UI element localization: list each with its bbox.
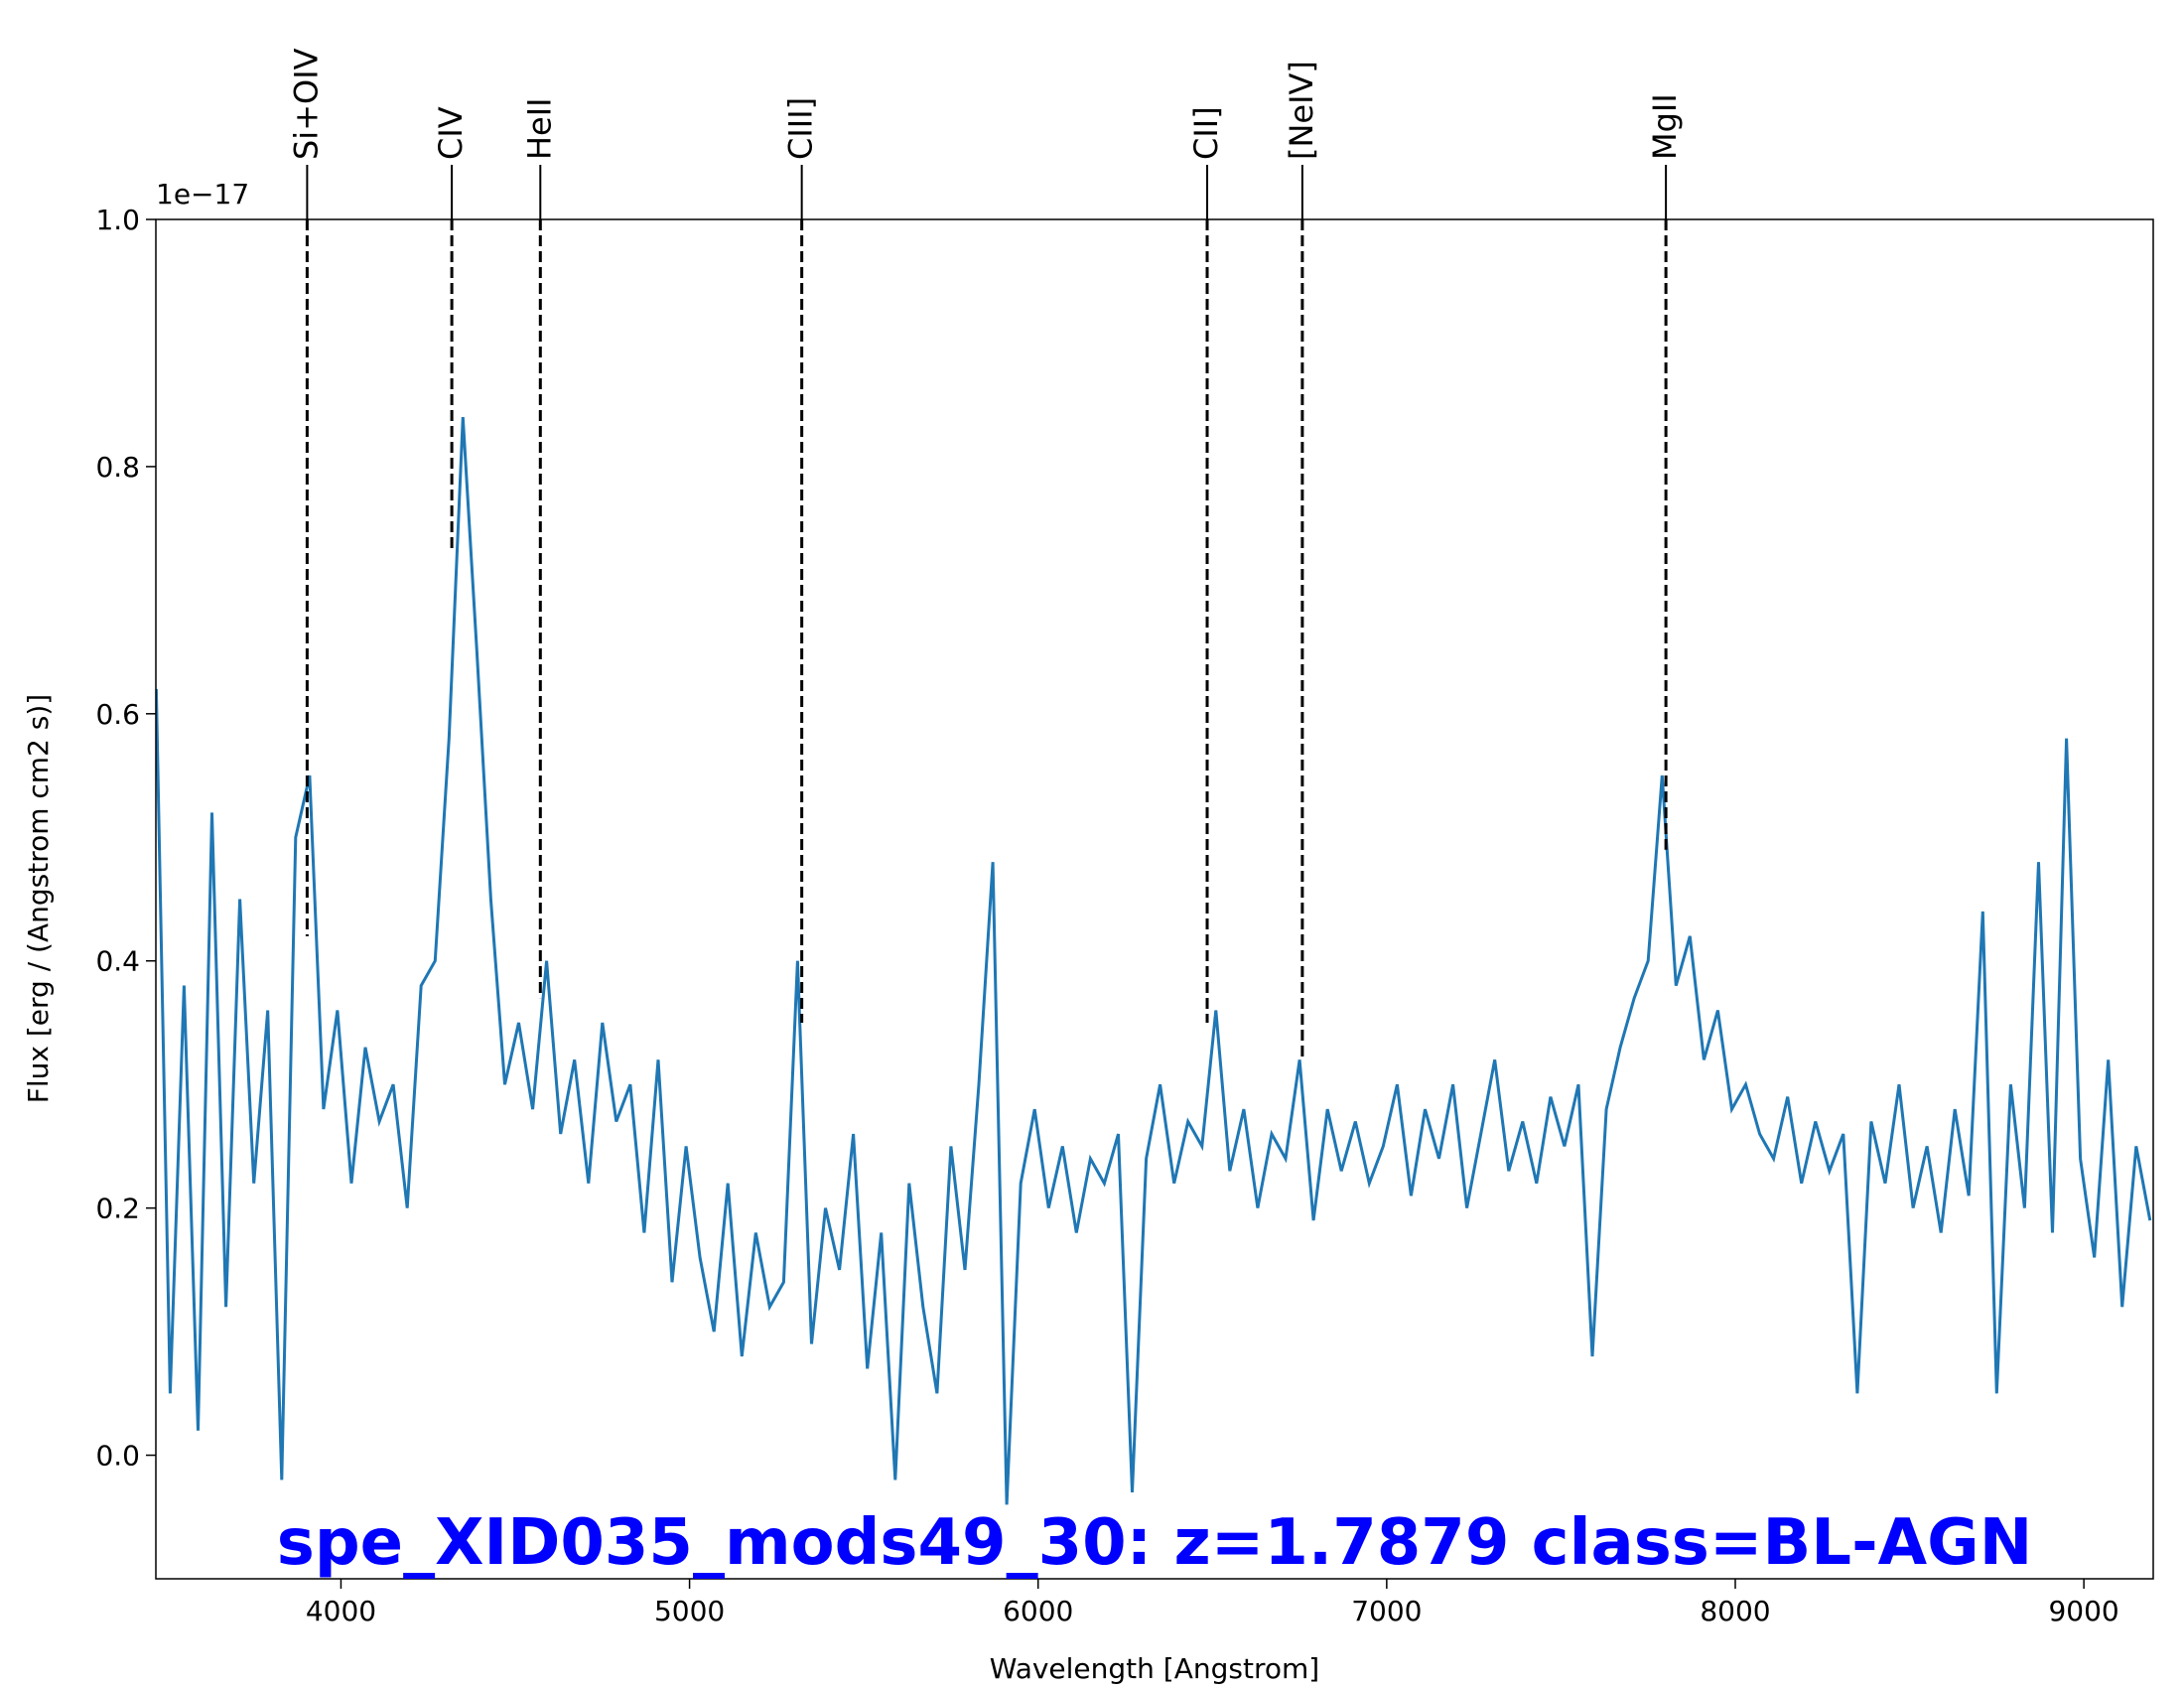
y-axis-label: Flux [erg / (Angstrom cm2 s)] [22,694,55,1103]
emission-label: CII] [1187,106,1225,160]
spectrum-line [156,417,2152,1505]
emission-label: MgII [1646,93,1684,160]
emission-label: CIV [432,106,470,160]
x-tick-label: 7000 [1351,1595,1422,1627]
x-axis-label: Wavelength [Angstrom] [990,1652,1319,1685]
emission-label: HeII [520,97,558,160]
y-tick-label: 0.4 [95,945,140,978]
y-tick-label: 1.0 [95,204,140,236]
y-tick-label: 0.0 [95,1440,140,1473]
y-tick-label: 0.8 [95,451,140,484]
y-tick-label: 0.6 [95,698,140,731]
offset-text: 1e−17 [156,178,249,211]
plot-frame [155,218,2154,1580]
x-tick-label: 8000 [1700,1595,1770,1627]
chart-title: spe_XID035_mods49_30: z=1.7879 class=BL-… [277,1506,2033,1580]
emission-label: Si+OIV [287,48,325,160]
y-tick-label: 0.2 [95,1193,140,1225]
x-tick-label: 4000 [306,1595,376,1627]
x-tick-label: 6000 [1003,1595,1073,1627]
emission-label: CIII] [782,97,820,160]
x-tick-label: 9000 [2048,1595,2118,1627]
emission-label: [NeIV] [1283,61,1320,160]
x-tick-label: 5000 [654,1595,725,1627]
